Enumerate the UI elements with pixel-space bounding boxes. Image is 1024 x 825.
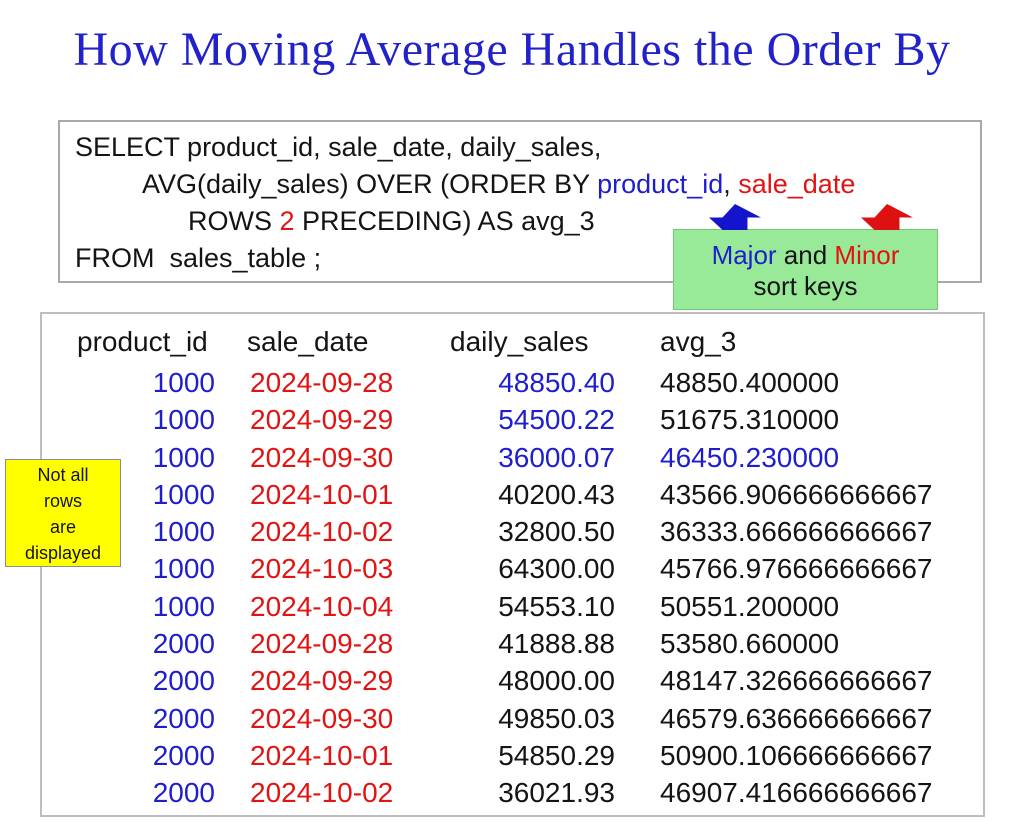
cell-product_id: 1000 [152, 404, 215, 436]
sql-query-box: SELECT product_id, sale_date, daily_sale… [58, 120, 982, 283]
table-row: 1000 2024-10-03 64300.00 45766.976666666667 [42, 554, 983, 591]
table-row: 2000 2024-10-01 54850.29 50900.106666666667 [42, 739, 983, 778]
cell-daily_sales: 36021.93 [498, 777, 615, 809]
cell-sale_date: 2024-10-02 [250, 516, 394, 548]
cell-avg_3: 48850.400000 [660, 367, 840, 398]
cell-daily_sales: 49850.03 [498, 702, 615, 734]
sql-line: FROM sales_table ; [75, 240, 980, 277]
cell-avg_3: 53580.660000 [660, 628, 840, 660]
cell-daily_sales: 54850.29 [498, 739, 615, 771]
column-header-product-id: product_id [77, 326, 208, 357]
cell-avg_3: 43566.906666666667 [660, 478, 933, 510]
cell-daily_sales: 41888.88 [498, 628, 615, 660]
cell-avg_3: 50900.106666666667 [660, 739, 933, 771]
table-row: 1000 2024-10-01 40200.43 43566.906666666667 [42, 478, 983, 517]
cell-sale_date: 2024-09-28 [250, 628, 394, 660]
column-header-avg-3: avg_3 [660, 326, 737, 357]
cell-product_id: 2000 [152, 702, 215, 734]
cell-sale_date: 2024-09-28 [250, 367, 394, 398]
table-row: 1000 2024-09-29 54500.22 51675.310000 [42, 405, 983, 442]
table-row: 2000 2024-09-28 41888.88 53580.660000 [42, 629, 983, 666]
sort-keys-callout-line2: sort keys [753, 271, 858, 301]
sql-segment: product_id [597, 169, 724, 199]
cell-sale_date: 2024-09-30 [250, 702, 394, 734]
note-line: rows [43, 491, 82, 511]
cell-product_id: 1000 [152, 478, 215, 510]
callout-segment: Minor [834, 240, 900, 270]
sql-segment: , [723, 169, 739, 199]
result-table: product_id sale_date daily_sales avg_3 1… [40, 312, 985, 817]
cell-product_id: 1000 [152, 516, 215, 548]
cell-product_id: 1000 [152, 553, 215, 585]
not-all-rows-note: Not all rows are displayed [5, 459, 121, 567]
sql-line: AVG(daily_sales) OVER (ORDER BY product_… [75, 166, 980, 203]
cell-avg_3: 48147.326666666667 [660, 665, 933, 697]
sql-segment: ROWS [188, 206, 280, 236]
table-row: 2000 2024-09-29 48000.00 48147.326666666667 [42, 666, 983, 703]
cell-avg_3: 51675.310000 [660, 404, 840, 436]
cell-sale_date: 2024-10-02 [250, 777, 394, 809]
sql-segment: AVG(daily_sales) OVER (ORDER BY [142, 169, 598, 199]
cell-daily_sales: 40200.43 [498, 478, 615, 510]
table-header-row: product_id sale_date daily_sales avg_3 [42, 326, 983, 357]
cell-daily_sales: 54553.10 [498, 590, 615, 622]
sort-keys-callout: Major and Minor sort keys [673, 229, 938, 310]
cell-avg_3: 46579.636666666667 [660, 702, 933, 734]
cell-product_id: 2000 [152, 739, 215, 771]
sql-line: SELECT product_id, sale_date, daily_sale… [75, 129, 980, 166]
note-line: Not all [37, 465, 89, 485]
cell-daily_sales: 48850.40 [498, 367, 615, 398]
note-line: are [49, 517, 76, 537]
cell-daily_sales: 32800.50 [498, 516, 615, 548]
cell-avg_3: 46450.230000 [660, 441, 840, 473]
cell-sale_date: 2024-09-30 [250, 441, 394, 473]
cell-sale_date: 2024-10-01 [250, 478, 394, 510]
cell-sale_date: 2024-10-03 [250, 553, 394, 585]
cell-sale_date: 2024-09-29 [250, 665, 394, 697]
cell-product_id: 1000 [152, 590, 215, 622]
cell-daily_sales: 54500.22 [498, 404, 615, 436]
sql-line: ROWS 2 PRECEDING) AS avg_3 [75, 203, 980, 240]
sql-segment: FROM sales_table ; [75, 243, 322, 273]
cell-sale_date: 2024-09-29 [250, 404, 394, 436]
cell-daily_sales: 64300.00 [498, 553, 615, 585]
cell-product_id: 2000 [152, 777, 215, 809]
table-row: 1000 2024-09-28 48850.40 48850.400000 [42, 368, 983, 405]
table-row: 2000 2024-10-02 36021.93 46907.416666666667 [42, 778, 983, 815]
cell-avg_3: 45766.976666666667 [660, 553, 933, 585]
callout-segment: and [776, 240, 835, 270]
cell-product_id: 1000 [152, 367, 215, 398]
sql-segment: 2 [279, 206, 295, 236]
cell-sale_date: 2024-10-01 [250, 739, 394, 771]
cell-avg_3: 50551.200000 [660, 590, 840, 622]
cell-daily_sales: 36000.07 [498, 441, 615, 473]
callout-segment: Major [711, 240, 777, 270]
column-header-daily-sales: daily_sales [450, 326, 589, 357]
cell-daily_sales: 48000.00 [498, 665, 615, 697]
sql-segment: SELECT product_id, sale_date, daily_sale… [75, 132, 602, 162]
sql-segment: PRECEDING) AS avg_3 [294, 206, 595, 236]
cell-sale_date: 2024-10-04 [250, 590, 394, 622]
column-header-sale-date: sale_date [247, 326, 369, 357]
table-row: 1000 2024-10-02 32800.50 36333.666666666667 [42, 517, 983, 554]
table-row: 1000 2024-10-04 54553.10 50551.200000 [42, 590, 983, 629]
cell-product_id: 2000 [152, 665, 215, 697]
cell-avg_3: 36333.666666666667 [660, 516, 933, 548]
table-row: 2000 2024-09-30 49850.03 46579.636666666667 [42, 702, 983, 741]
note-line: displayed [24, 543, 102, 563]
table-row: 1000 2024-09-30 36000.07 46450.230000 [42, 441, 983, 480]
page-title: How Moving Average Handles the Order By [73, 23, 951, 76]
cell-avg_3: 46907.416666666667 [660, 777, 933, 809]
table-rows: 1000 2024-09-28 48850.40 48850.400000 1000 20… [42, 368, 983, 816]
sql-segment: sale_date [738, 169, 856, 199]
cell-product_id: 2000 [152, 628, 215, 660]
sql-code: SELECT product_id, sale_date, daily_sale… [75, 129, 980, 277]
cell-product_id: 1000 [152, 441, 215, 473]
sort-keys-callout-line1: Major and Minor [674, 240, 937, 271]
